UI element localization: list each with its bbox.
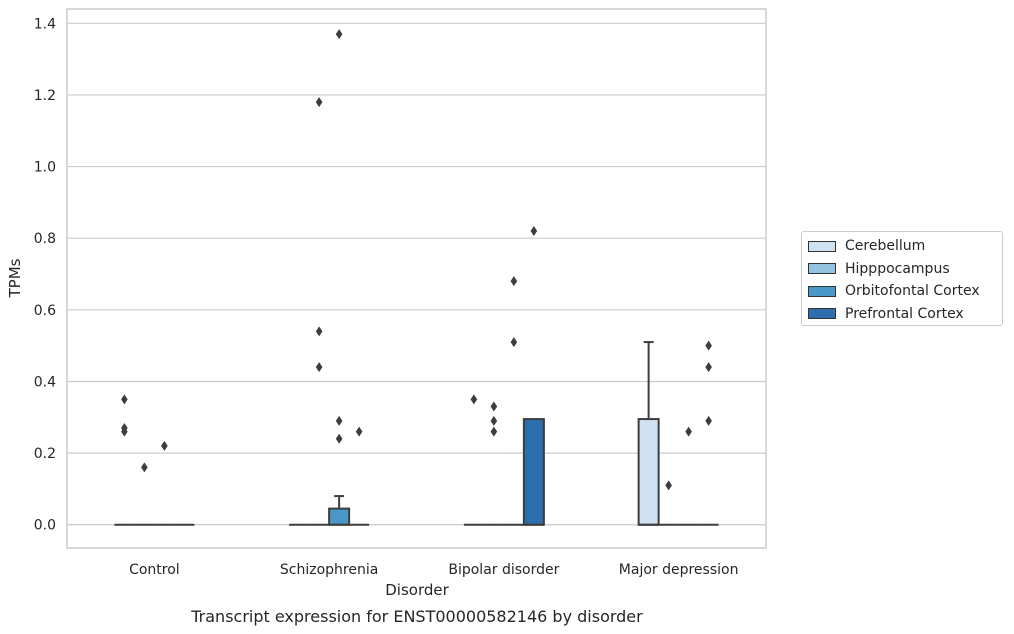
outlier-marker [121,394,128,405]
box-group [463,394,484,526]
box-group [637,341,660,526]
x-tick-label: Major depression [619,562,739,578]
legend-item: Cerebellum [808,235,996,258]
outlier-marker [490,426,498,437]
y-tick-label: 1.0 [34,160,56,176]
legend-item: Orbitofontal Cortex [808,280,996,303]
box [522,418,545,526]
legend-swatch [808,263,836,275]
legend-label: Hipppocampus [845,260,950,277]
legend-label: Orbitofontal Cortex [845,283,980,300]
y-tick-label: 1.2 [34,88,56,104]
y-gridlines [67,22,766,526]
y-tick-label: 0.6 [34,303,56,319]
outlier-marker [510,276,518,287]
outlier-marker [490,401,498,412]
legend-swatch [808,240,836,252]
box-group [328,29,351,526]
outlier-marker [315,97,323,108]
x-axis-label: Disorder [385,581,449,599]
outlier-marker [490,415,498,426]
x-tick-label: Bipolar disorder [448,562,559,578]
outlier-marker [705,415,712,426]
outlier-marker [510,337,518,348]
box-group [134,462,155,526]
y-tick-label: 0.2 [34,446,56,462]
y-tick-label: 0.8 [34,231,56,247]
outlier-marker [315,326,323,337]
box-group [503,276,524,526]
outlier-marker [141,462,148,473]
outlier-marker [705,340,712,351]
box-group [522,226,545,526]
legend-label: Prefrontal Cortex [845,305,964,322]
outlier-marker [685,426,692,437]
box-group [114,394,135,526]
legend-item: Prefrontal Cortex [808,303,996,326]
x-tick-label: Control [129,562,180,578]
outlier-marker [355,426,363,437]
outlier-marker [470,394,478,405]
legend-label: Cerebellum [845,238,926,255]
box-plot-marks [114,29,719,526]
box-group [678,426,699,526]
legend-swatch [808,308,836,320]
y-axis-label: TPMs [6,258,24,298]
box-group [698,340,719,526]
outlier-marker [121,426,128,437]
y-tick-label: 1.4 [34,16,56,32]
box-group [658,480,679,526]
box-group [154,440,175,526]
box-group [309,97,330,526]
outlier-marker [665,480,672,491]
outlier-marker [530,226,538,237]
x-tick-label: Schizophrenia [280,562,378,578]
chart-caption: Transcript expression for ENST0000058214… [190,607,643,626]
box [637,418,660,526]
outlier-marker [705,362,712,373]
legend: Cerebellum Hipppocampus Orbitofontal Corte… [801,231,1003,326]
outlier-marker [335,29,343,40]
y-tick-labels: 0.0 0.2 0.4 0.6 0.8 1.0 1.2 1.4 [34,16,56,533]
box-group [483,401,504,526]
outlier-marker [335,415,343,426]
outlier-marker [335,433,343,444]
box-group [349,426,370,526]
y-tick-label: 0.0 [34,518,56,534]
legend-item: Hipppocampus [808,258,996,281]
outlier-marker [161,440,168,451]
y-tick-label: 0.4 [34,374,56,390]
plot-area-frame [66,8,767,549]
legend-swatch [808,285,836,297]
x-tick-labels: Control Schizophrenia Bipolar disorder Majo… [129,562,738,578]
outlier-marker [315,362,323,373]
box [328,507,351,526]
